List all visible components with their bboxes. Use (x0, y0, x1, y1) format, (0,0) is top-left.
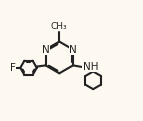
Text: CH₃: CH₃ (51, 22, 68, 31)
Text: N: N (42, 45, 49, 55)
Text: F: F (10, 63, 16, 73)
Text: NH: NH (83, 62, 98, 72)
Text: N: N (69, 45, 77, 55)
